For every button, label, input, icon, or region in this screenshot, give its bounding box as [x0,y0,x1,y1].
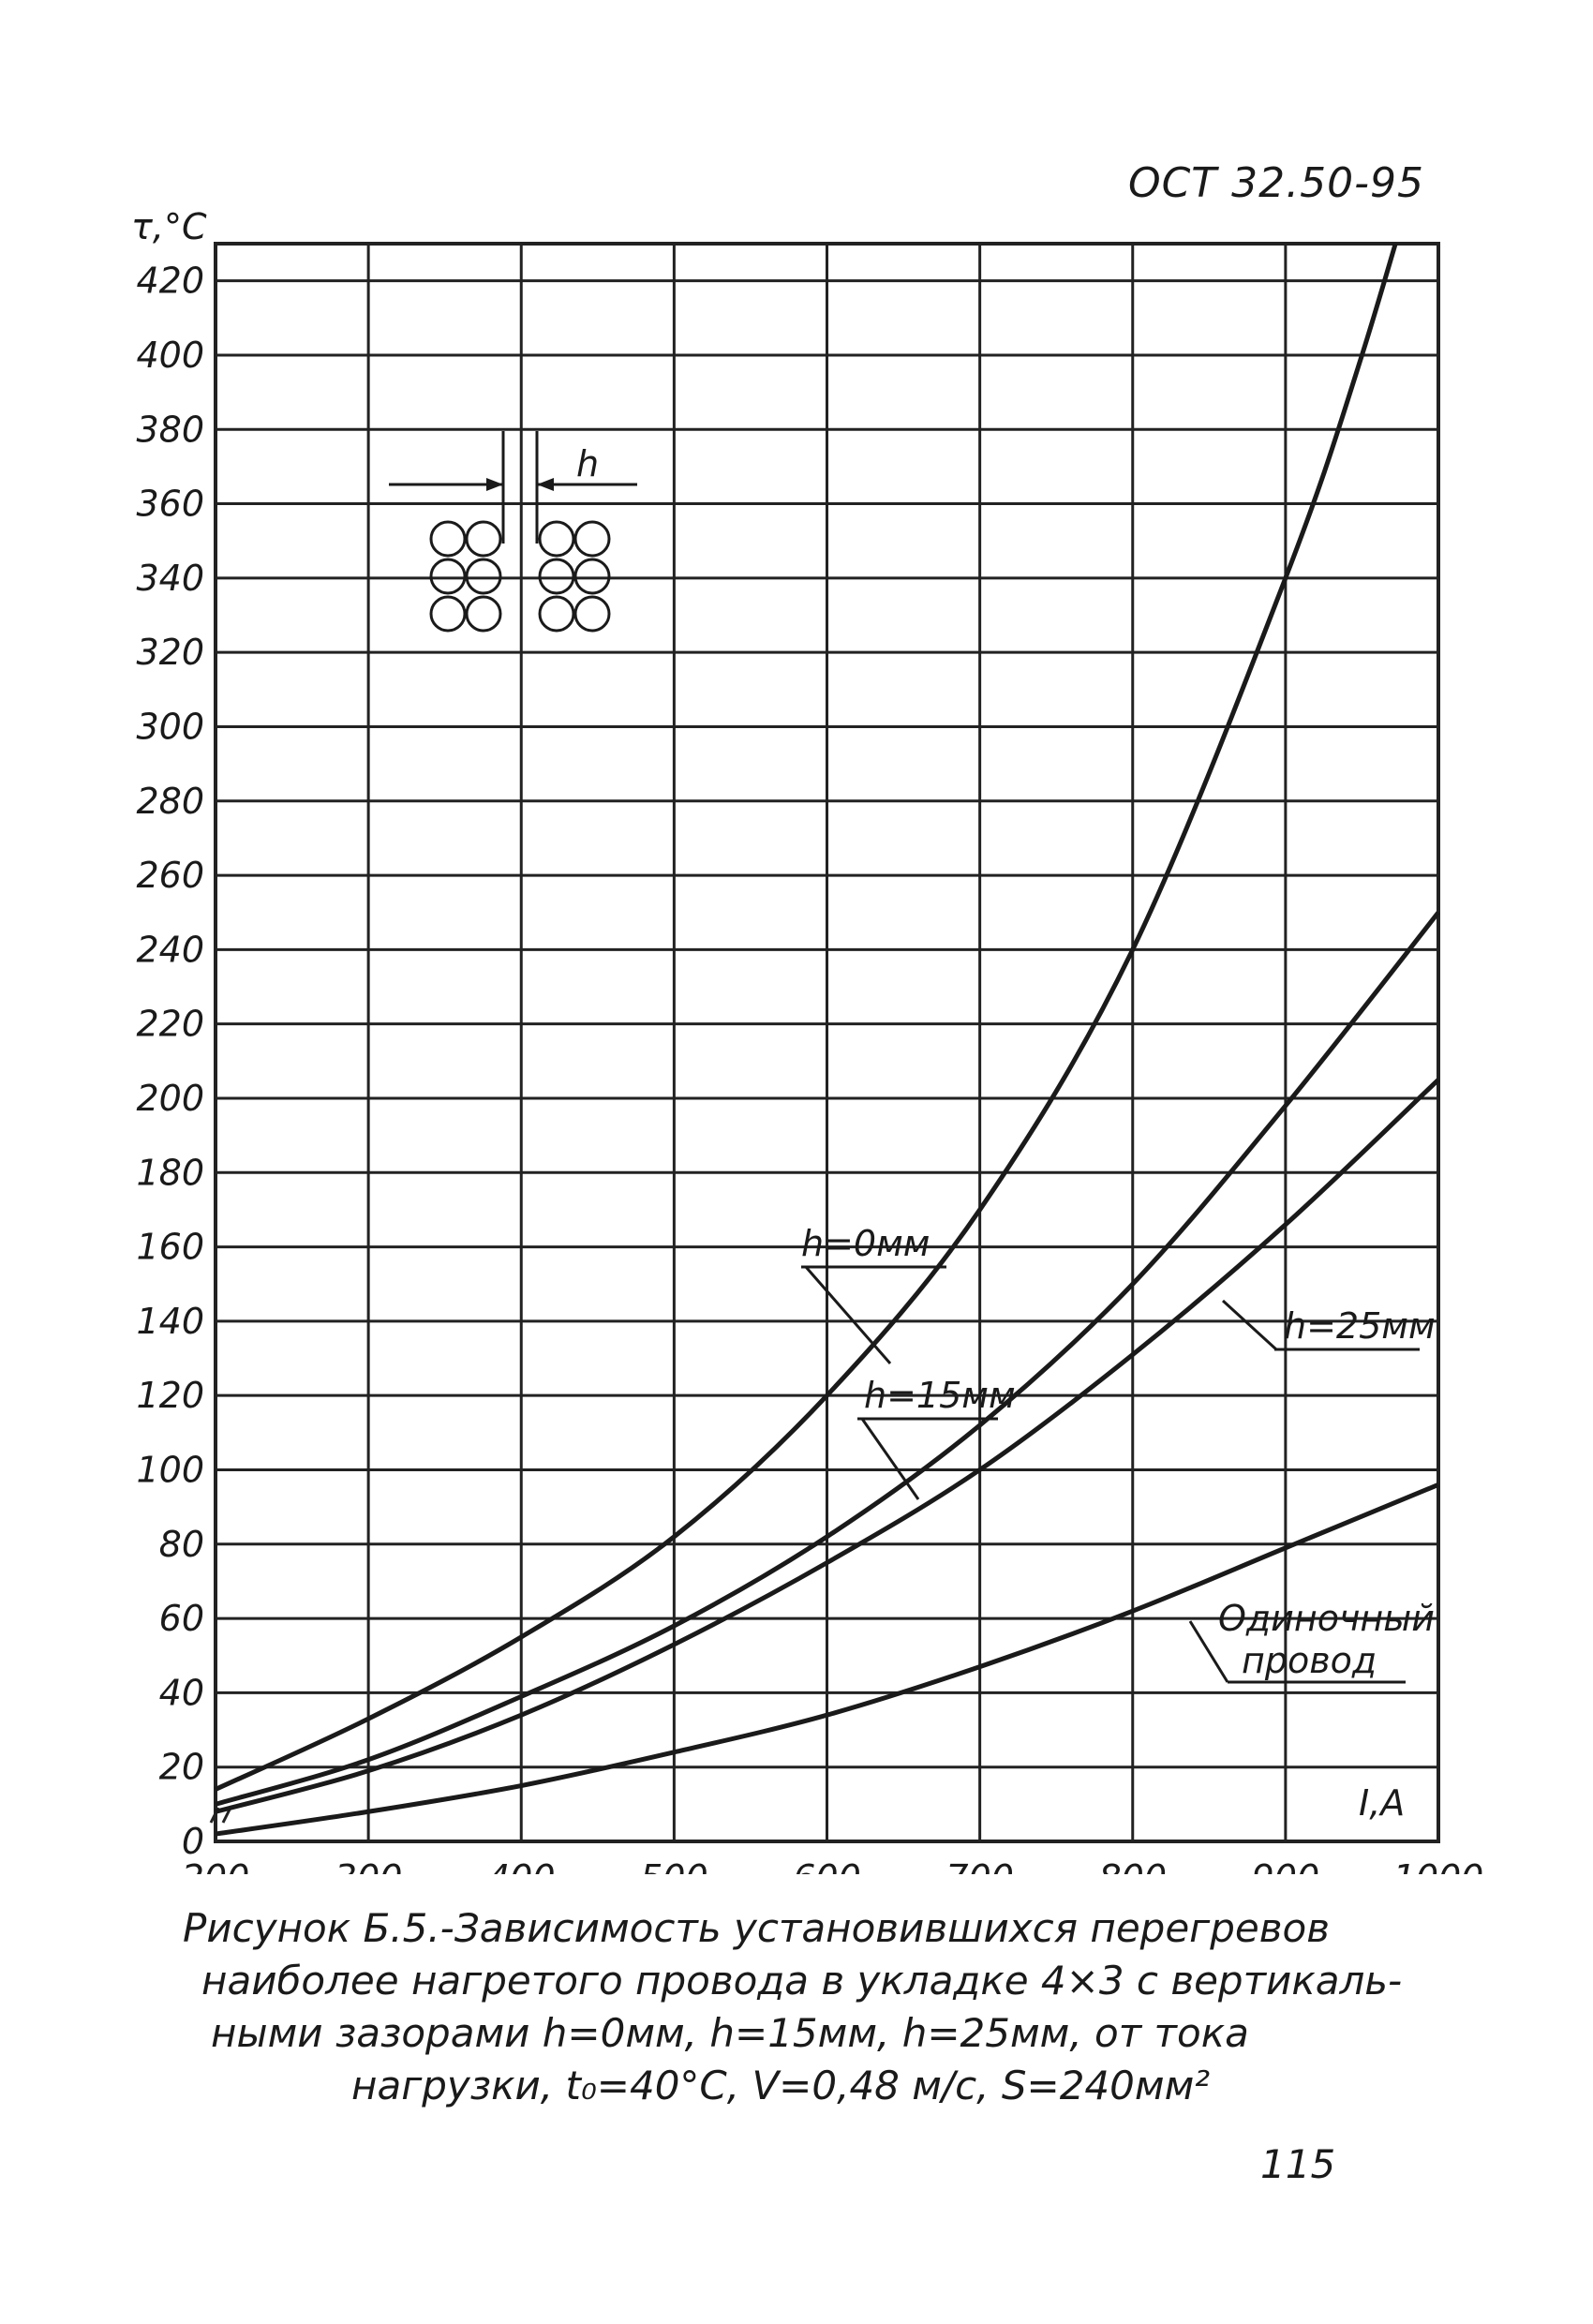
caption-line-2: наиболее нагретого провода в укладке 4×3… [201,1958,1403,2004]
document-code: ОСТ 32.50-95 [1127,159,1424,207]
conductor-circle [538,558,575,595]
y-tick-label: 160 [136,1227,204,1268]
y-tick-label: 300 [136,706,204,747]
y-tick-label: 320 [136,632,204,673]
conductor-circle [538,595,575,633]
x-tick-label: 300 [335,1857,403,1874]
tick-labels: 0 20 40 60 80 100 120 140 160 180 200 220 240 260 280 3… [136,261,1483,1874]
conductor-circle [429,520,467,558]
series-label-2: h=25мм [1284,1305,1436,1347]
caption-line-4: нагрузки, t₀=40°С, V=0,48 м/с, S=240мм² [351,2063,1211,2108]
y-tick-label: 380 [136,409,204,450]
caption-line-3: ными зазорами h=0мм, h=15мм, h=25мм, от … [211,2010,1249,2056]
series-label-1: h=15мм [864,1375,1016,1416]
series-label-0: h=0мм [801,1223,930,1264]
y-tick-label: 120 [136,1375,204,1416]
x-axis-label: I,A [1359,1782,1405,1824]
y-tick-label: 280 [136,781,204,822]
series-line-2 [215,1078,1440,1814]
conductor-circle [429,558,467,595]
inset-diagram: h [389,431,637,633]
conductor-circle [465,558,502,595]
conductor-circle [573,558,611,595]
leader-line-0 [804,1266,892,1364]
x-tick-label: 1000 [1393,1857,1484,1874]
series-line-1 [215,911,1440,1807]
y-tick-label: 200 [136,1078,204,1119]
conductor-circle [465,520,502,558]
conductor-circle [573,595,611,633]
x-tick-label: 700 [945,1857,1014,1874]
y-tick-label: 420 [136,261,204,302]
y-tick-label: 180 [136,1152,204,1193]
y-tick-label: 20 [159,1747,204,1788]
figure-caption: Рисунок Б.5.-Зависимость установившихся … [183,1902,1495,2112]
y-tick-label: 240 [136,929,204,970]
x-tick-label: 400 [487,1857,556,1874]
x-tick-label: 600 [793,1857,861,1874]
dimension-arrow-left [486,478,503,491]
y-tick-label: 140 [136,1301,204,1342]
y-tick-label: 40 [159,1672,204,1713]
y-tick-label: 260 [136,855,204,896]
page-number: 115 [1260,2141,1336,2187]
conductor-circle [538,520,575,558]
y-tick-label: 360 [136,484,204,525]
series-line-3 [215,1482,1439,1837]
series-label-3a: Одиночный [1218,1598,1435,1639]
y-axis-label: τ,°C [131,206,207,247]
y-tick-label: 60 [159,1598,204,1639]
series-lines [214,244,1440,1837]
leader-line-2 [1221,1299,1278,1351]
conductor-circle [429,595,467,633]
conductor-circle [573,520,611,558]
y-tick-label: 0 [182,1821,204,1862]
y-tick-label: 80 [159,1524,204,1565]
x-tick-label: 200 [182,1857,250,1874]
x-tick-label: 500 [640,1857,708,1874]
caption-line-1: Рисунок Б.5.-Зависимость установившихся … [183,1905,1330,1951]
y-tick-label: 340 [136,558,204,599]
x-tick-label: 900 [1252,1857,1320,1874]
overheating-chart: 0 20 40 60 80 100 120 140 160 180 200 220 240 260 280 3… [131,206,1483,1874]
dimension-arrow-right [537,478,554,491]
conductor-circle [465,595,502,633]
series-label-3b: провод [1242,1640,1377,1681]
inset-gap-label: h [576,443,599,484]
leader-line-1 [860,1418,920,1500]
series-line-0 [214,244,1398,1792]
y-tick-label: 100 [136,1449,204,1490]
x-tick-label: 800 [1098,1857,1167,1874]
y-tick-label: 400 [136,335,204,376]
leader-line-3 [1188,1620,1229,1683]
y-tick-label: 220 [136,1004,204,1045]
